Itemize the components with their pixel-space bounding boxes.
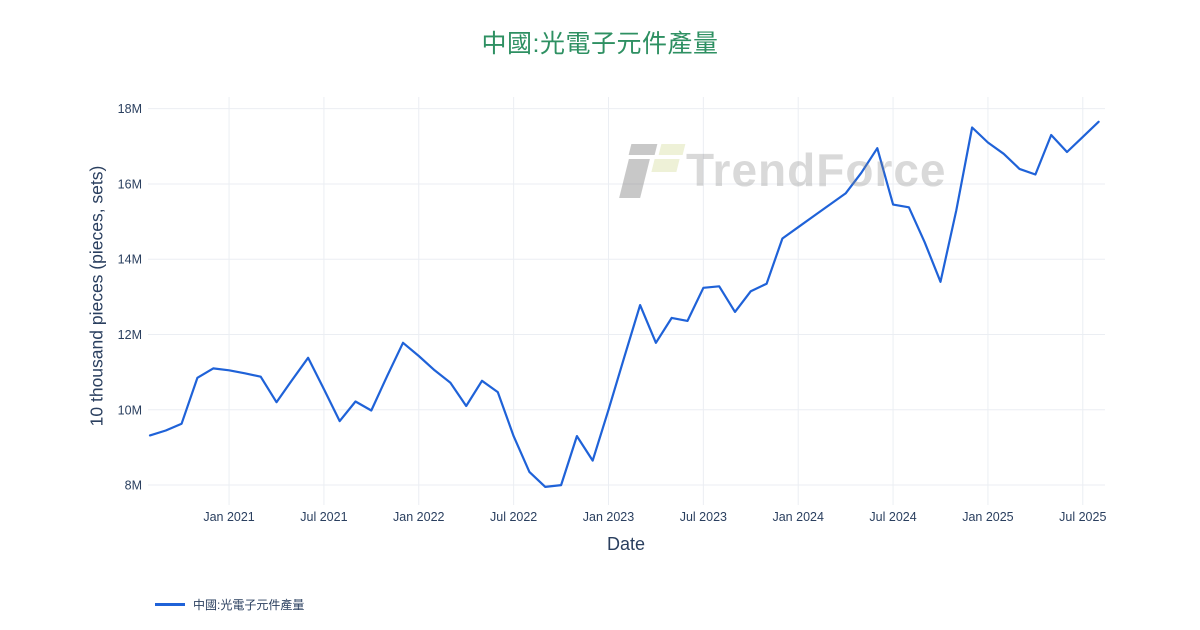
chart-title: 中國:光電子元件產量 [481,30,719,58]
x-tick-label: Jul 2023 [680,510,727,524]
x-tick-label: Jan 2023 [583,510,634,524]
y-tick-label: 10M [118,403,142,417]
y-tick-label: 12M [118,328,142,342]
x-tick-label: Jul 2022 [490,510,537,524]
x-axis-title: Date [606,534,646,554]
x-tick-label: Jan 2021 [203,510,254,524]
y-tick-label: 14M [118,253,142,267]
legend-label: 中國:光電子元件產量 [193,598,305,612]
y-tick-label: 16M [118,177,142,191]
x-tick-label: Jul 2021 [300,510,347,524]
series-line [148,120,1100,488]
x-tick-label: Jul 2024 [869,510,916,524]
y-axis-title: 10 thousand pieces (pieces, sets) [86,165,107,427]
x-tick-label: Jan 2024 [772,510,823,524]
legend-item[interactable]: 中國:光電子元件產量 [155,596,304,613]
y-tick-label: 8M [125,479,142,493]
x-tick-label: Jan 2025 [962,510,1013,524]
x-tick-label: Jul 2025 [1059,510,1106,524]
x-tick-label: Jan 2022 [393,510,444,524]
y-tick-label: 18M [118,102,142,116]
legend-line-swatch [155,603,185,606]
